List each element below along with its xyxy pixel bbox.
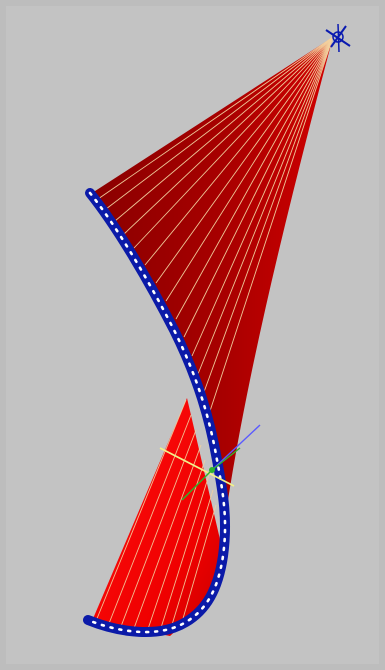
boundary-curve-dots bbox=[86, 191, 227, 634]
lower-ruling-line bbox=[107, 414, 192, 627]
lower-ruling-line bbox=[132, 444, 202, 632]
upper-ruling-line bbox=[97, 36, 334, 200]
upper-ruling-line bbox=[209, 36, 334, 412]
upper-ruling-line bbox=[175, 36, 334, 320]
upper-ruling-line bbox=[191, 36, 334, 357]
upper-ruling-line bbox=[144, 36, 334, 266]
ruling-lines bbox=[95, 36, 334, 633]
lower-ruling-line bbox=[119, 429, 197, 630]
upper-surface[interactable] bbox=[92, 37, 333, 500]
lower-ruling-line bbox=[95, 399, 187, 622]
upper-ruling-line bbox=[203, 36, 334, 393]
upper-ruling-line bbox=[114, 36, 334, 222]
upper-ruling-line bbox=[133, 36, 334, 249]
transform-gizmo-icon[interactable] bbox=[159, 424, 261, 501]
upper-ruling-line bbox=[105, 36, 334, 210]
lower-ruling-line bbox=[159, 474, 210, 632]
lower-ruling-line bbox=[170, 489, 214, 629]
lower-surface[interactable] bbox=[92, 398, 222, 636]
target-crosshair-icon[interactable] bbox=[325, 23, 351, 53]
upper-ruling-line bbox=[183, 36, 334, 338]
lower-ruling-line bbox=[181, 504, 217, 623]
upper-ruling-line bbox=[197, 36, 334, 375]
upper-ruling-line bbox=[123, 36, 334, 235]
lower-ruling-line bbox=[146, 459, 206, 633]
upper-ruling-line bbox=[155, 36, 334, 284]
upper-ruling-line bbox=[165, 36, 334, 302]
